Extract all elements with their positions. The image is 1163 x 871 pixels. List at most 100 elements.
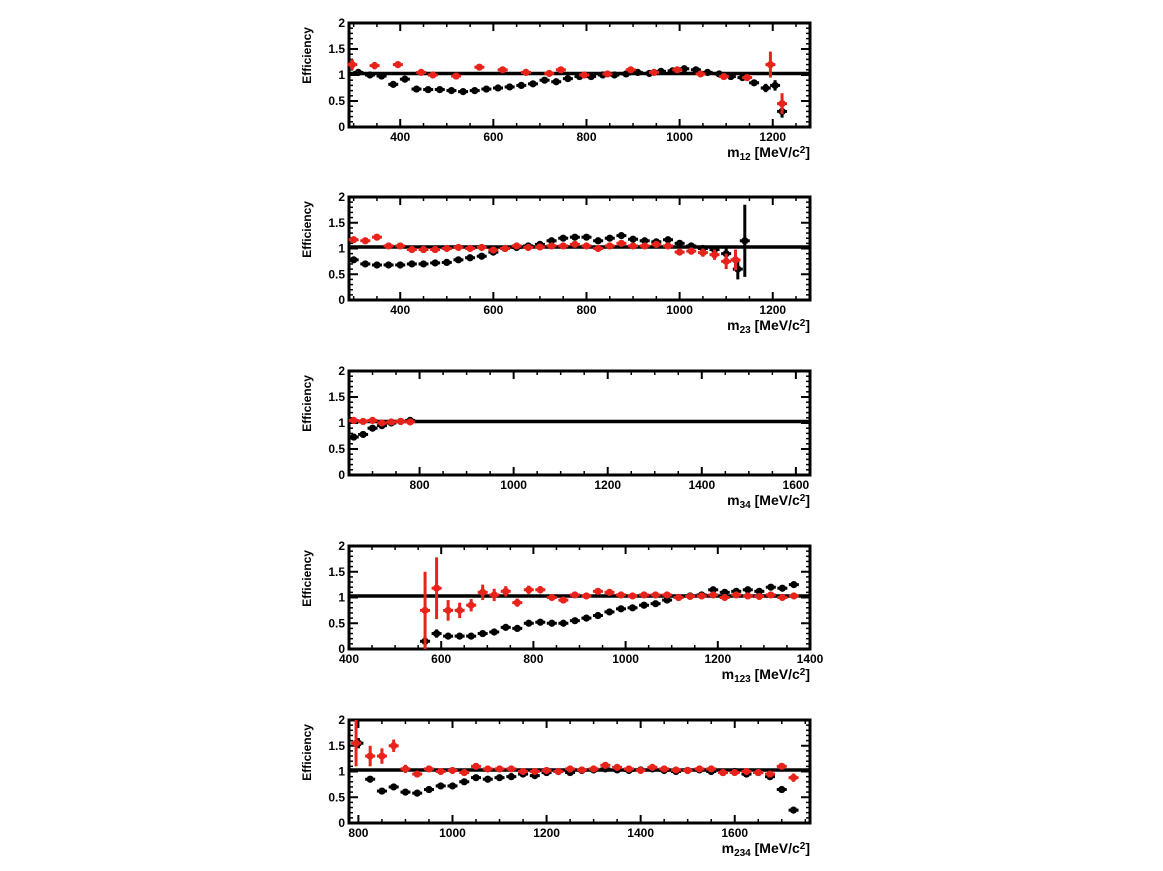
data-point [448,782,457,790]
series-red [348,416,416,427]
data-point [767,583,775,591]
data-point [640,591,648,599]
data-point [350,433,358,441]
x-axis-label-part: 23 [740,325,752,336]
data-point [394,61,402,69]
x-tick-label: 1600 [783,478,810,492]
data-point [456,632,464,640]
data-point [790,592,798,600]
data-point [547,237,556,245]
data-point [750,79,758,87]
x-axis-label-part: m [727,317,739,333]
data-point [790,581,798,589]
y-tick-label: 2 [338,190,345,204]
data-point [664,236,672,244]
data-point [648,763,657,771]
data-point [371,62,379,70]
data-point [762,84,770,92]
x-tick-label: 1400 [627,826,654,840]
x-axis-label-part: [MeV/c [751,144,800,160]
data-point [650,68,658,76]
data-point [778,100,786,108]
data-point [454,256,463,264]
data-point [390,783,398,791]
data-point [350,416,358,424]
x-axis-label-part: ] [805,840,810,856]
data-point [559,242,567,250]
data-point [557,66,565,74]
data-point [617,591,625,599]
data-point [603,70,612,78]
x-tick-label: 1200 [759,303,786,317]
data-point [789,806,798,814]
data-point [479,629,487,638]
data-point [617,232,626,240]
data-point [484,775,492,783]
data-point [771,81,779,89]
data-point [431,259,439,267]
y-tick-label: 1.5 [328,565,345,579]
data-point [610,71,619,79]
data-point [709,586,717,594]
data-point [373,261,381,269]
data-point [536,243,544,251]
data-point [571,233,579,241]
data-point [384,261,393,269]
data-point [651,600,660,608]
data-point [368,424,377,432]
y-axis-label: Efficiency [300,375,314,432]
data-point [495,774,504,782]
data-point [408,245,416,254]
data-point [699,249,707,257]
data-point [378,752,386,760]
data-point [478,252,486,260]
chart-panel-4: 400 600 800 1000 1200 1400 0 0.5 1 1.5 2 Efficiency… [300,539,824,685]
data-point [554,767,562,776]
y-axis-label: Efficiency [300,724,314,781]
data-point [698,592,706,600]
data-point [703,68,712,76]
data-point [582,233,591,241]
data-point [502,587,510,595]
y-tick-label: 0.5 [328,94,345,108]
data-point [594,587,602,595]
data-point [634,68,642,76]
data-point [721,593,729,602]
data-point [767,591,775,599]
data-point [663,591,671,599]
x-tick-label: 1200 [759,130,786,144]
data-point [396,261,404,269]
data-point [443,258,451,267]
y-tick-label: 1.5 [328,42,345,56]
y-tick-label: 1 [338,591,345,605]
data-point [368,416,377,424]
data-point [582,614,591,622]
data-point [466,244,474,253]
data-point [467,601,475,609]
data-point [366,775,374,783]
data-point [594,237,602,245]
data-point [495,765,504,773]
data-point [657,67,665,75]
data-point [443,244,451,253]
data-point [452,72,460,80]
data-point [482,85,490,93]
data-point [547,242,556,250]
data-point [352,739,360,747]
y-tick-label: 0 [338,468,345,482]
data-point [396,242,404,250]
data-point [490,591,498,599]
data-point [617,605,625,613]
y-tick-label: 1.5 [328,739,345,753]
data-point [467,632,475,640]
x-axis-label-part: m [722,840,734,856]
data-point [425,765,433,773]
data-point [419,245,428,254]
x-tick-label: 400 [339,652,359,666]
series-red [420,557,799,649]
data-point [421,606,429,614]
y-tick-label: 1.5 [328,216,345,230]
data-point [366,752,374,760]
x-tick-label: 800 [576,130,596,144]
data-point [408,260,416,268]
